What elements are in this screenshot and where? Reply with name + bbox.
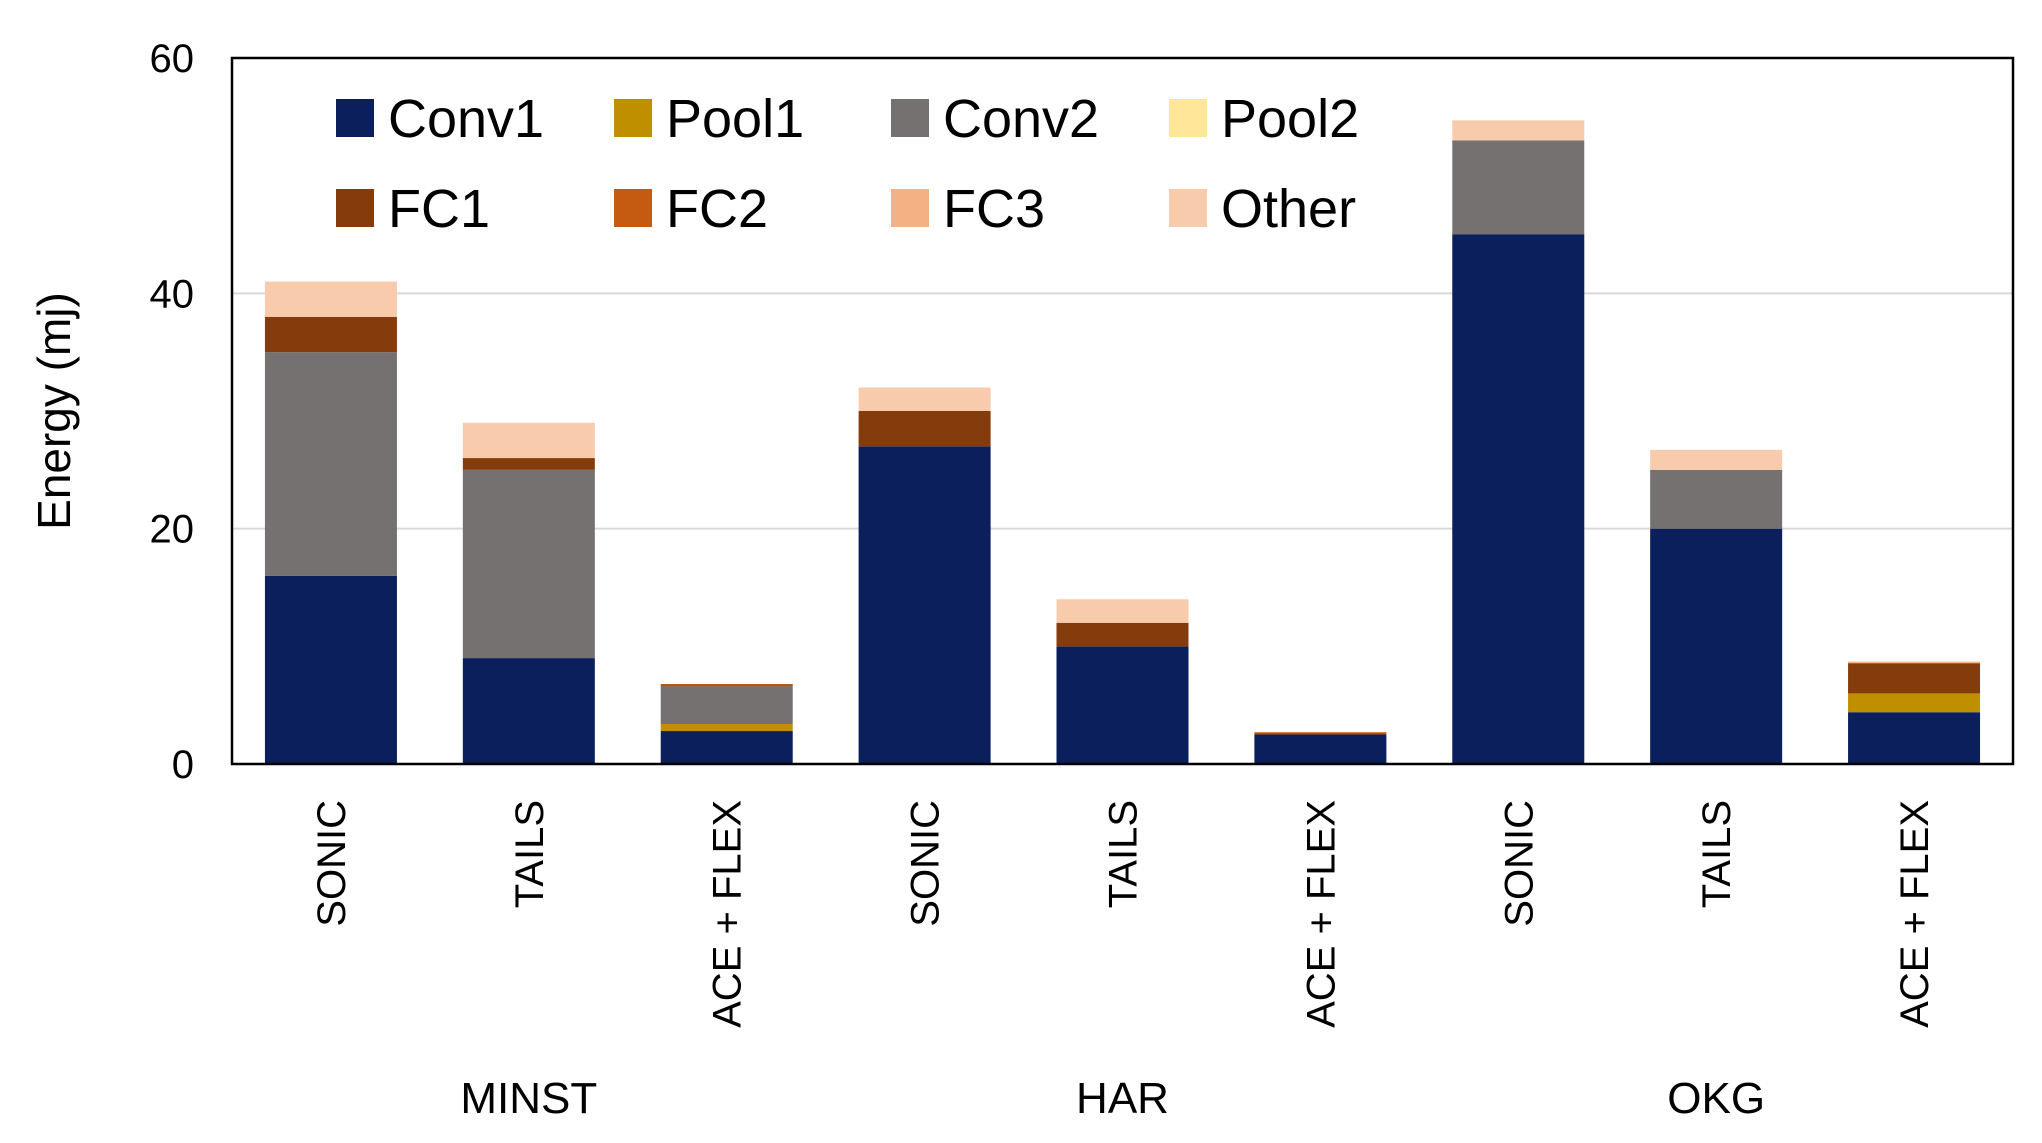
- bar-segment-fc3-8: [1848, 661, 1981, 663]
- category-label-2: ACE + FLEX: [706, 800, 750, 1028]
- y-tick-label-60: 60: [150, 37, 195, 81]
- bar-segment-other-1: [462, 422, 595, 459]
- bar-segment-conv2-0: [264, 352, 397, 576]
- bar-segment-conv1-8: [1848, 712, 1981, 764]
- bar-segment-conv1-7: [1650, 528, 1783, 764]
- bar-segment-other-6: [1452, 120, 1585, 141]
- legend-swatch-fc2: [614, 189, 652, 227]
- bar-segment-pool1-2: [660, 723, 793, 732]
- bar-segment-conv1-5: [1254, 734, 1387, 764]
- bar-segment-fc1-2: [660, 685, 793, 687]
- legend-label-conv2: Conv2: [943, 89, 1099, 149]
- bar-segment-other-7: [1650, 449, 1783, 470]
- category-label-6: SONIC: [1497, 800, 1541, 927]
- y-tick-label-20: 20: [150, 508, 195, 552]
- bar-segment-other-0: [264, 281, 397, 317]
- bar-segment-fc1-8: [1848, 663, 1981, 694]
- y-axis-ticks: 0 20 40 60: [150, 37, 195, 787]
- bar-segment-fc1-0: [264, 316, 397, 353]
- category-label-5: ACE + FLEX: [1299, 800, 1343, 1028]
- bar-segment-conv1-4: [1056, 646, 1189, 764]
- bar-segment-conv2-1: [462, 469, 595, 659]
- legend-swatch-other: [1169, 189, 1207, 227]
- bar-segment-fc2-5: [1254, 732, 1387, 734]
- group-label-okg: OKG: [1667, 1074, 1765, 1123]
- category-label-1: TAILS: [508, 800, 552, 908]
- bar-segment-conv2-2: [660, 686, 793, 724]
- bar-segment-other-4: [1056, 599, 1189, 623]
- legend-label-pool1: Pool1: [666, 89, 804, 149]
- bar-segment-fc1-1: [462, 458, 595, 470]
- bar-segment-fc1-5: [1254, 733, 1387, 735]
- category-label-4: TAILS: [1102, 800, 1146, 908]
- group-labels: MINST HAR OKG: [460, 1074, 1765, 1123]
- legend-swatch-conv2: [891, 99, 929, 137]
- legend-swatch-pool1: [614, 99, 652, 137]
- bar-segment-fc1-4: [1056, 622, 1189, 647]
- group-label-minst: MINST: [460, 1074, 597, 1123]
- legend-label-fc1: FC1: [388, 179, 490, 239]
- bar-segment-conv1-0: [264, 575, 397, 764]
- category-label-7: TAILS: [1695, 800, 1739, 908]
- legend-swatch-fc3: [891, 189, 929, 227]
- bar-segment-conv1-6: [1452, 234, 1585, 764]
- bar-segment-fc1-3: [858, 411, 991, 447]
- legend-label-conv1: Conv1: [388, 89, 544, 149]
- category-label-3: SONIC: [904, 800, 948, 927]
- bars: [264, 120, 1981, 764]
- bar-segment-conv1-3: [858, 446, 991, 764]
- bar-segment-pool1-8: [1848, 693, 1981, 713]
- category-labels: SONIC TAILS ACE + FLEX SONIC TAILS ACE + FLEX…: [310, 800, 1937, 1028]
- plot-frame: [230, 56, 2015, 766]
- category-label-8: ACE + FLEX: [1893, 800, 1937, 1028]
- legend: Conv1 Pool1 Conv2 Pool2 FC1 FC2 FC3 Other: [336, 89, 1359, 239]
- y-tick-label-40: 40: [150, 272, 195, 316]
- legend-label-fc2: FC2: [666, 179, 768, 239]
- y-tick-label-0: 0: [172, 743, 194, 787]
- bar-segment-conv2-7: [1650, 469, 1783, 529]
- legend-swatch-conv1: [336, 99, 374, 137]
- y-axis-title: Energy (mj): [28, 292, 80, 530]
- bar-segment-conv1-2: [660, 731, 793, 764]
- bar-segment-conv2-6: [1452, 140, 1585, 235]
- bar-segment-fc2-8: [1848, 662, 1981, 664]
- legend-label-pool2: Pool2: [1221, 89, 1359, 149]
- bar-segment-other-3: [858, 387, 991, 411]
- legend-swatch-pool2: [1169, 99, 1207, 137]
- group-label-har: HAR: [1076, 1074, 1169, 1123]
- bar-segment-fc2-2: [660, 683, 793, 686]
- legend-swatch-fc1: [336, 189, 374, 227]
- bar-segment-conv1-1: [462, 658, 595, 764]
- legend-label-other: Other: [1221, 179, 1356, 239]
- category-label-0: SONIC: [310, 800, 354, 927]
- legend-label-fc3: FC3: [943, 179, 1045, 239]
